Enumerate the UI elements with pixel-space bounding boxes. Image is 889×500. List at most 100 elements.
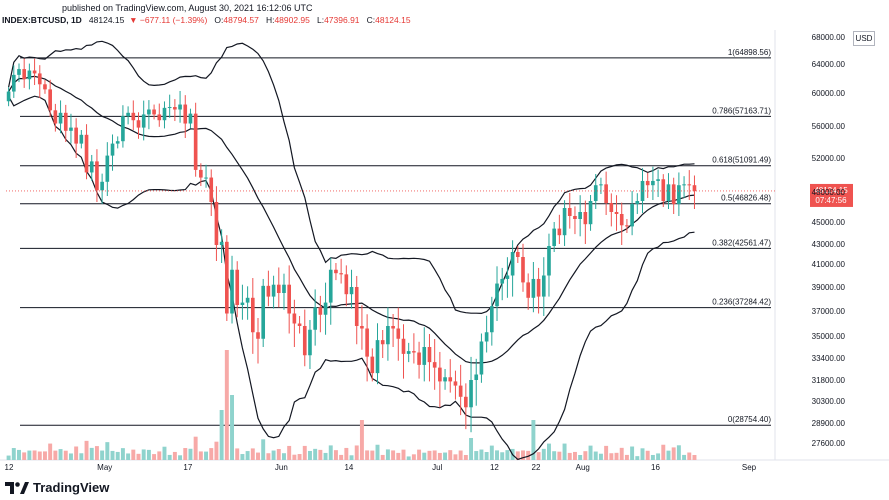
candle-body[interactable] <box>282 284 286 293</box>
candle-body[interactable] <box>526 282 531 298</box>
candle-body[interactable] <box>443 377 447 382</box>
candle-body[interactable] <box>261 285 266 339</box>
candle-body[interactable] <box>37 73 42 85</box>
candle-body[interactable] <box>136 120 141 128</box>
candle-body[interactable] <box>391 326 395 329</box>
tradingview-brand[interactable]: TradingView <box>33 480 110 495</box>
candle-body[interactable] <box>484 332 489 342</box>
candle-body[interactable] <box>95 161 99 191</box>
candle-body[interactable] <box>469 380 473 408</box>
candle-body[interactable] <box>515 252 520 257</box>
candle-body[interactable] <box>318 307 323 315</box>
candle-body[interactable] <box>313 307 317 330</box>
candle-body[interactable] <box>578 212 582 219</box>
candle-body[interactable] <box>11 74 16 92</box>
candle-body[interactable] <box>682 184 686 186</box>
candle-body[interactable] <box>505 275 510 279</box>
candle-body[interactable] <box>53 110 58 124</box>
candle-body[interactable] <box>110 143 115 156</box>
candle-body[interactable] <box>370 356 375 374</box>
candle-body[interactable] <box>349 287 354 295</box>
candle-body[interactable] <box>375 340 380 374</box>
candle-body[interactable] <box>474 374 479 381</box>
candle-body[interactable] <box>188 113 193 124</box>
candle-body[interactable] <box>365 328 369 357</box>
candle-body[interactable] <box>593 185 598 201</box>
candle-body[interactable] <box>69 127 73 131</box>
candle-body[interactable] <box>115 141 120 144</box>
candle-body[interactable] <box>344 274 349 295</box>
candle-body[interactable] <box>32 70 37 74</box>
candle-body[interactable] <box>479 341 484 375</box>
candle-body[interactable] <box>214 202 219 245</box>
candle-body[interactable] <box>105 155 110 182</box>
candle-body[interactable] <box>557 228 562 236</box>
candle-body[interactable] <box>448 377 453 382</box>
candle-body[interactable] <box>167 107 172 109</box>
candle-body[interactable] <box>562 208 567 236</box>
candle-body[interactable] <box>339 273 343 275</box>
candle-body[interactable] <box>630 204 634 227</box>
candle-body[interactable] <box>43 84 47 90</box>
candle-body[interactable] <box>495 283 499 307</box>
candle-body[interactable] <box>199 169 203 178</box>
candle-body[interactable] <box>276 284 281 293</box>
candle-body[interactable] <box>604 184 608 203</box>
candle-body[interactable] <box>22 69 27 80</box>
candle-body[interactable] <box>63 112 68 131</box>
candle-body[interactable] <box>635 201 640 204</box>
candle-body[interactable] <box>552 228 556 246</box>
candle-body[interactable] <box>89 161 94 173</box>
candle-body[interactable] <box>84 134 89 173</box>
candle-body[interactable] <box>292 313 297 324</box>
candle-body[interactable] <box>48 89 52 111</box>
candle-body[interactable] <box>687 184 692 186</box>
candle-body[interactable] <box>360 326 364 329</box>
candle-body[interactable] <box>567 208 572 216</box>
candle-body[interactable] <box>121 116 125 142</box>
candle-body[interactable] <box>666 184 671 201</box>
candle-body[interactable] <box>271 284 276 297</box>
candle-body[interactable] <box>141 114 146 128</box>
candle-body[interactable] <box>406 351 411 354</box>
candle-body[interactable] <box>17 69 21 75</box>
candle-body[interactable] <box>438 367 442 382</box>
candle-body[interactable] <box>256 332 260 339</box>
candle-body[interactable] <box>225 241 229 314</box>
candle-body[interactable] <box>74 127 78 144</box>
candle-body[interactable] <box>417 352 421 365</box>
candle-body[interactable] <box>27 70 32 80</box>
candle-body[interactable] <box>219 241 224 245</box>
candle-body[interactable] <box>645 180 650 186</box>
candle-body[interactable] <box>614 212 619 214</box>
candle-body[interactable] <box>245 297 250 303</box>
candle-body[interactable] <box>401 338 406 354</box>
candle-body[interactable] <box>79 134 84 144</box>
candle-body[interactable] <box>490 306 494 333</box>
candle-body[interactable] <box>661 179 666 201</box>
candle-body[interactable] <box>510 252 515 276</box>
symbol-label[interactable]: INDEX:BTCUSD, 1D <box>2 15 82 25</box>
candle-body[interactable] <box>609 203 614 212</box>
candle-body[interactable] <box>531 278 536 298</box>
candle-body[interactable] <box>422 347 427 365</box>
candle-body[interactable] <box>266 285 271 297</box>
candle-body[interactable] <box>541 275 546 297</box>
candle-body[interactable] <box>131 112 136 121</box>
candle-body[interactable] <box>328 269 333 303</box>
candle-body[interactable] <box>692 185 697 192</box>
candle-body[interactable] <box>588 201 593 225</box>
last-price-badge[interactable] <box>810 183 853 207</box>
candle-body[interactable] <box>147 109 151 115</box>
candle-body[interactable] <box>396 328 401 339</box>
currency-badge[interactable]: USD <box>853 31 875 46</box>
candle-body[interactable] <box>656 179 660 181</box>
candle-body[interactable] <box>157 114 162 121</box>
candle-body[interactable] <box>230 269 234 314</box>
candle-body[interactable] <box>308 329 312 356</box>
candle-body[interactable] <box>250 297 255 333</box>
candle-body[interactable] <box>297 323 302 327</box>
candle-body[interactable] <box>573 216 577 219</box>
candle-body[interactable] <box>235 269 240 305</box>
